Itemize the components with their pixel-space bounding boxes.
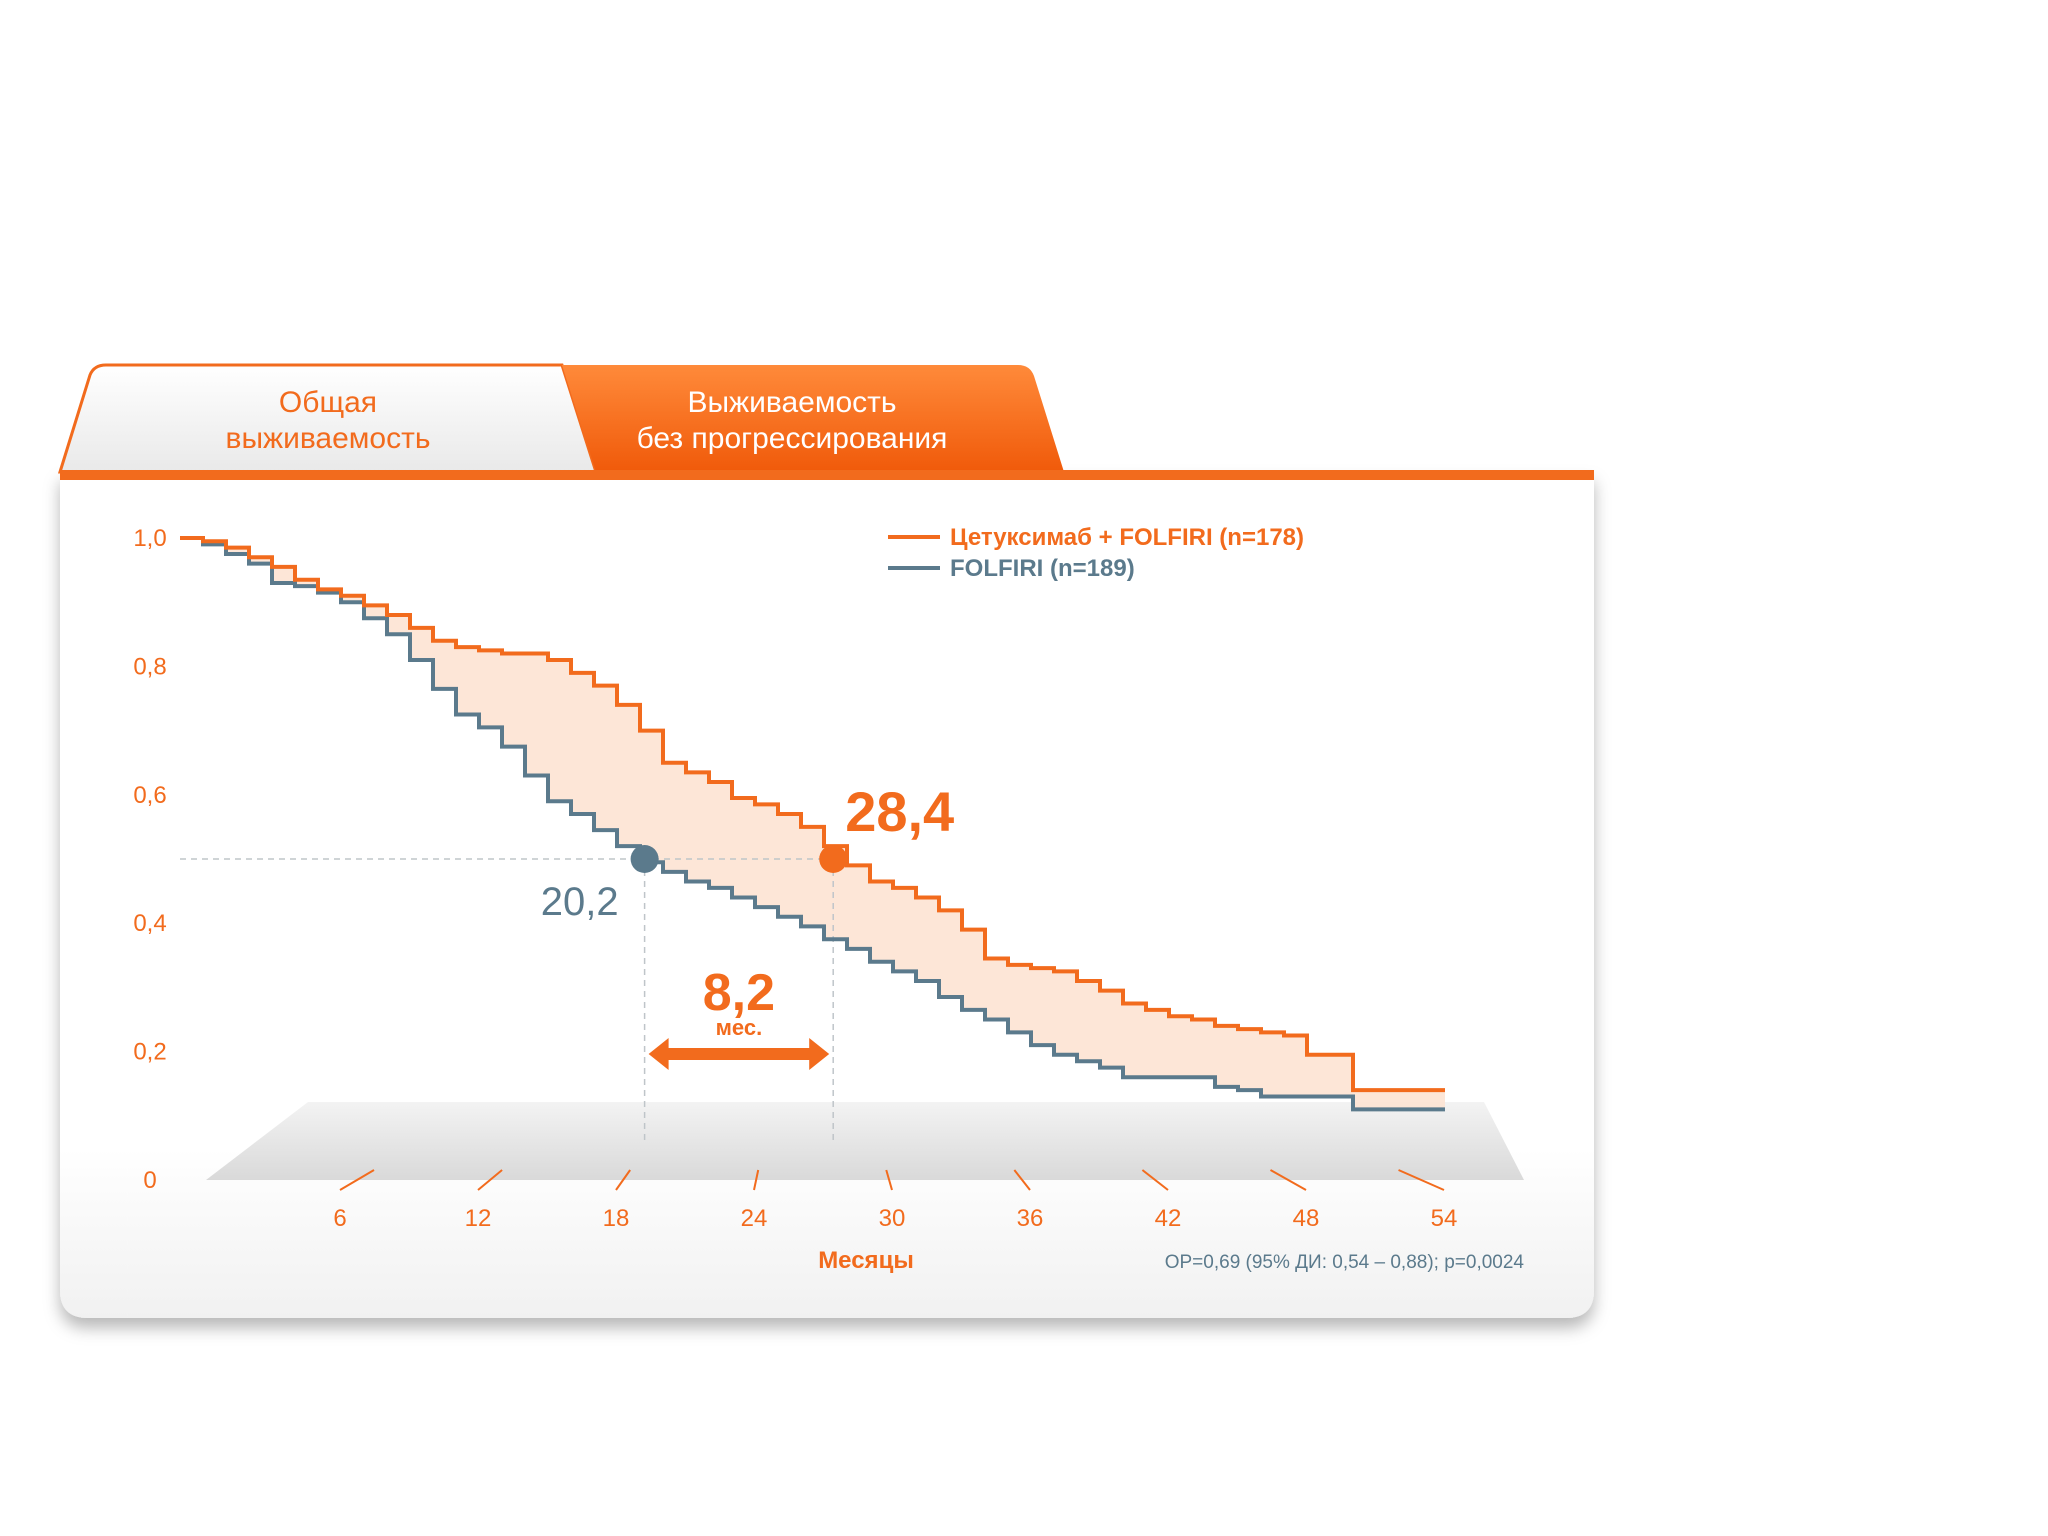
tab-underline-bar	[60, 470, 1594, 480]
x-tick-mark	[339, 1169, 375, 1191]
x-tick-label: 30	[879, 1205, 906, 1232]
y-tick-label: 0	[143, 1167, 156, 1194]
series-line-cetuximab-folfiri	[180, 536, 1445, 1093]
difference-annotation: 8,2 мес.	[648, 964, 830, 1070]
x-axis-label: Месяцы	[818, 1247, 914, 1274]
difference-arrow	[648, 1038, 830, 1070]
legend: Цетуксимаб + FOLFIRI (n=178) FOLFIRI (n=…	[888, 524, 1304, 582]
x-tick-mark	[1141, 1169, 1169, 1191]
y-tick-label: 1,0	[133, 525, 166, 552]
series-line-folfiri	[180, 536, 1445, 1112]
y-tick-label: 0,6	[133, 782, 166, 809]
median-marker-folfiri	[630, 845, 659, 873]
median-marker-cetuximab-folfiri	[819, 845, 848, 873]
x-tick-label: 42	[1155, 1205, 1182, 1232]
y-tick-label: 0,2	[133, 1039, 166, 1066]
axis-floor	[206, 1102, 1524, 1180]
tab-overall-survival[interactable]: Общая выживаемость	[57, 363, 599, 474]
x-tick-mark	[885, 1169, 893, 1191]
x-tick-mark	[753, 1169, 760, 1191]
tab-pfs-label-line1: Выживаемость	[687, 386, 896, 419]
x-tick-label: 54	[1431, 1205, 1458, 1232]
legend-label-control: FOLFIRI (n=189)	[950, 555, 1135, 582]
x-tick-label: 48	[1293, 1205, 1320, 1232]
median-label-cetuximab-folfiri: 28,4	[845, 780, 954, 843]
stats-footnote: ОР=0,69 (95% ДИ: 0,54 – 0,88); p=0,0024	[1165, 1252, 1525, 1273]
legend-label-treatment: Цетуксимаб + FOLFIRI (n=178)	[950, 524, 1304, 551]
median-reference-lines	[180, 858, 834, 1142]
tab-pfs-label-line2: без прогрессирования	[637, 422, 948, 455]
fill-between-curves	[180, 538, 1445, 1110]
y-tick-label: 0,4	[133, 910, 166, 937]
x-tick-mark	[1013, 1169, 1031, 1191]
tab-overall-label-line1: Общая	[279, 386, 377, 419]
difference-unit: мес.	[716, 1015, 763, 1040]
y-tick-label: 0,8	[133, 653, 166, 680]
x-tick-mark	[1269, 1169, 1307, 1191]
x-tick-labels: 6 12 18 24 30 36 42 48 54	[333, 1205, 1457, 1232]
x-tick-label: 12	[465, 1205, 492, 1232]
difference-value: 8,2	[703, 964, 775, 1022]
x-tick-label: 24	[741, 1205, 768, 1232]
x-tick-mark	[477, 1169, 503, 1191]
x-tick-marks	[339, 1169, 1445, 1191]
tab-progression-free-survival[interactable]: Выживаемость без прогрессирования	[562, 365, 1064, 472]
x-tick-label: 6	[333, 1205, 346, 1232]
tab-overall-label-line2: выживаемость	[226, 422, 431, 455]
x-tick-label: 18	[603, 1205, 630, 1232]
y-tick-labels: 0 0,2 0,4 0,6 0,8 1,0	[133, 525, 166, 1194]
x-tick-mark	[1398, 1169, 1445, 1191]
x-tick-label: 36	[1017, 1205, 1044, 1232]
x-tick-mark	[615, 1169, 631, 1191]
median-label-folfiri: 20,2	[541, 880, 619, 924]
